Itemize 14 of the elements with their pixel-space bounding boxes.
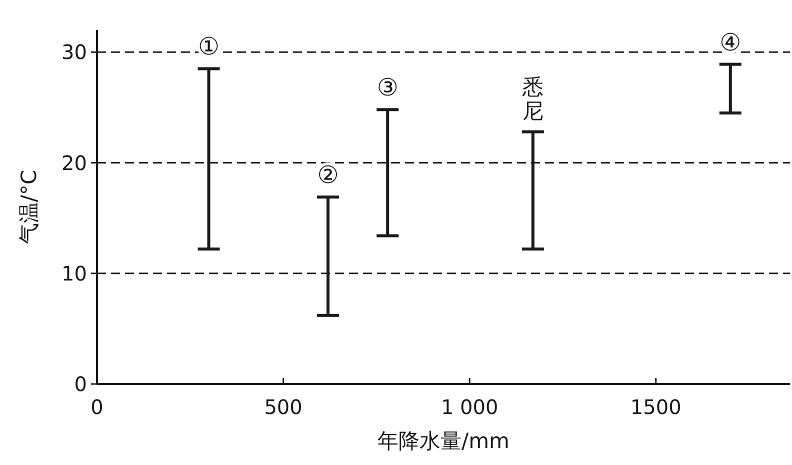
y-tick-label: 30 [62, 40, 87, 64]
y-tick-label: 10 [62, 261, 87, 286]
x-tick-label: 500 [264, 395, 302, 419]
annotation: ④ [720, 28, 742, 56]
y-axis-title: 气温/°C [17, 170, 41, 244]
x-tick-label: 1500 [630, 395, 682, 419]
y-tick-label: 20 [62, 150, 87, 175]
y-tick-label: 0 [74, 372, 87, 396]
annotation: ③ [376, 74, 398, 102]
x-tick-label: 1 000 [440, 395, 498, 419]
x-tick-label: 0 [90, 395, 104, 419]
annotation: 悉尼 [521, 74, 544, 123]
x-axis-title: 年降水量/mm [378, 429, 510, 453]
annotation: ② [317, 161, 339, 190]
